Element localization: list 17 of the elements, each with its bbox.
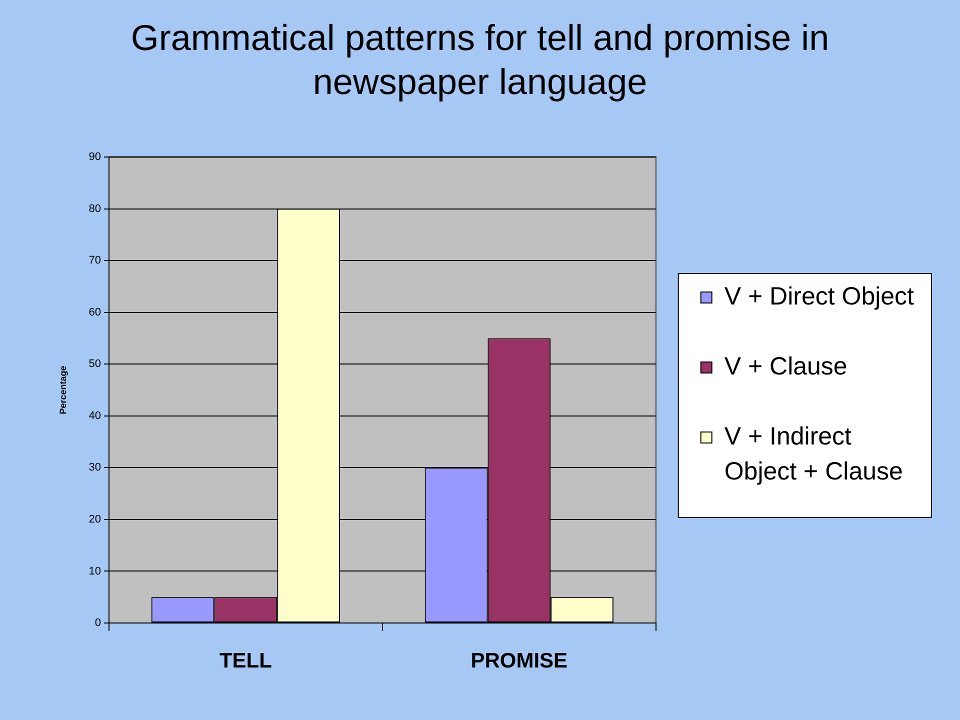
y-tick-label: 60	[88, 306, 101, 318]
y-tick-label: 20	[88, 513, 101, 526]
chart-title: Grammatical patterns for tell and promise in newspaper language	[130, 16, 830, 104]
y-tick-label: 80	[88, 202, 101, 215]
y-tick-label: 90	[88, 151, 101, 164]
x-tick-label: PROMISE	[470, 649, 568, 672]
y-tick-label: 30	[88, 462, 101, 474]
y-tick-label: 0	[94, 617, 101, 630]
y-tick-label: 10	[88, 565, 101, 578]
y-tick-label: 70	[88, 254, 101, 267]
legend-label: V + Clause	[724, 352, 848, 380]
legend-label: V + Direct Object	[724, 282, 914, 310]
y-tick-label: 50	[88, 358, 101, 370]
y-tick-label: 40	[88, 410, 101, 422]
y-axis-title: Percentage	[58, 366, 68, 414]
legend-label: V + Indirect Object + Clause	[724, 422, 903, 486]
x-tick-label: TELL	[219, 649, 272, 672]
